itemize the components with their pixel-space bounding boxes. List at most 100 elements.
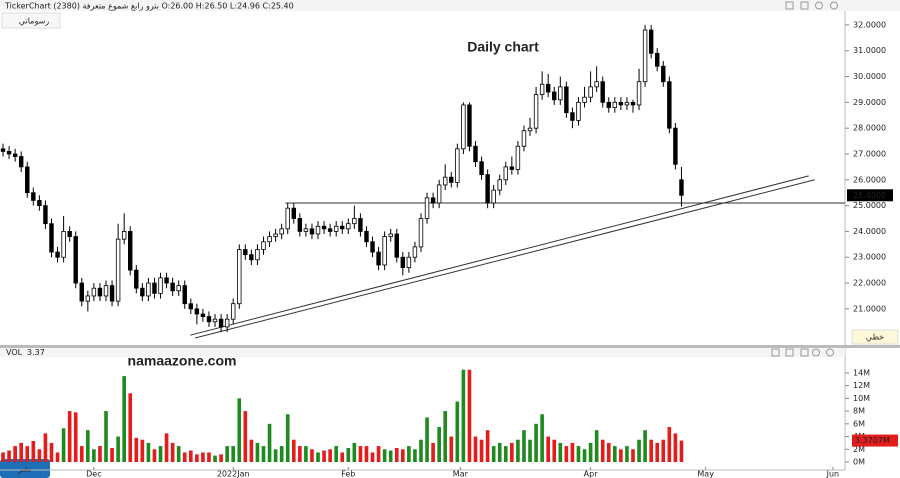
candle-body <box>673 127 678 165</box>
y-tick-label: 27.0000 <box>853 149 886 158</box>
volume-bar <box>195 454 199 462</box>
volume-bar <box>128 393 133 462</box>
volume-bar <box>510 442 514 462</box>
candle-body <box>400 256 406 268</box>
x-tick-label: Apr <box>584 470 599 478</box>
candle-body <box>539 83 545 96</box>
icon[interactable] <box>771 348 780 357</box>
volume-bar <box>322 450 326 462</box>
last-volume-box <box>852 434 898 447</box>
candle-body <box>509 166 515 170</box>
volume-bar <box>576 446 581 462</box>
volume-bar <box>146 442 151 462</box>
candle-body <box>12 153 18 157</box>
candle-body <box>31 192 36 201</box>
drawings-button[interactable] <box>1 12 61 29</box>
volume-bar <box>364 446 369 462</box>
candle-body <box>309 228 315 235</box>
candle-body <box>600 81 605 103</box>
header-bar <box>0 0 900 11</box>
icon[interactable] <box>785 1 794 10</box>
volume-icons <box>771 348 834 357</box>
volume-bar <box>279 446 284 462</box>
candle-body <box>55 251 60 258</box>
volume-bar <box>594 430 599 462</box>
candle-body <box>655 52 660 67</box>
candle-body <box>582 96 587 103</box>
volume-bar <box>67 411 72 462</box>
candle-body <box>382 236 387 266</box>
candle-body <box>182 285 187 305</box>
volume-bar <box>449 436 454 462</box>
x-tick-label: Jun <box>826 470 840 478</box>
volume-bar <box>485 430 490 462</box>
volume-value: 3.37 <box>27 348 45 357</box>
volume-bar <box>503 446 508 462</box>
volume-bar <box>370 452 375 462</box>
volume-tick-label: 2M <box>853 445 865 454</box>
candle-body <box>473 145 478 163</box>
candle-body <box>170 282 175 292</box>
x-tick-label: May <box>697 470 714 478</box>
candle-body <box>515 145 521 170</box>
candle-body <box>388 233 393 237</box>
candle-body <box>588 86 593 98</box>
icon[interactable] <box>812 348 820 357</box>
volume-bar <box>231 446 236 462</box>
share-label: نشر <box>17 465 32 474</box>
share-button[interactable] <box>0 459 50 478</box>
candle-body <box>491 189 496 204</box>
candle-body <box>0 148 6 152</box>
candle-body <box>558 86 563 101</box>
icon[interactable] <box>785 348 794 357</box>
candle-body <box>206 316 212 323</box>
volume-bar <box>298 446 302 462</box>
volume-bar <box>473 436 478 462</box>
volume-bar <box>394 448 399 462</box>
volume-bar <box>413 449 417 462</box>
x-tick-label: Dec <box>86 470 101 478</box>
candle-body <box>467 104 472 147</box>
volume-bar <box>79 446 84 462</box>
candle-body <box>249 254 254 261</box>
volume-bar <box>291 439 296 462</box>
volume-bar <box>376 446 381 462</box>
volume-bar <box>310 449 314 462</box>
volume-bar <box>491 446 496 462</box>
volume-bar <box>152 449 157 462</box>
y-tick-label: 22.0000 <box>853 279 886 288</box>
candle-body <box>109 285 115 302</box>
volume-bar <box>443 411 448 462</box>
candle-body <box>73 236 78 284</box>
icon[interactable] <box>815 1 823 10</box>
line-button[interactable] <box>851 329 899 345</box>
icon[interactable] <box>826 348 834 357</box>
candle-body <box>224 318 230 328</box>
volume-bar <box>540 414 544 462</box>
y-tick-label: 29.0000 <box>853 98 886 107</box>
candle-body <box>43 205 48 225</box>
candle-body <box>418 218 424 248</box>
icon[interactable] <box>800 348 809 357</box>
icon[interactable] <box>830 1 838 10</box>
volume-bar <box>43 433 48 462</box>
volume-bar <box>346 448 351 462</box>
candle-body <box>152 282 157 294</box>
candle-body <box>243 249 248 256</box>
volume-bar <box>134 437 139 462</box>
volume-bar <box>273 449 278 462</box>
volume-bar <box>637 439 641 462</box>
icon[interactable] <box>800 1 809 10</box>
candle-body <box>358 218 363 232</box>
y-tick-label: 23.0000 <box>853 253 886 262</box>
candle-body <box>212 318 218 323</box>
window-icons <box>785 1 838 10</box>
candle-body <box>273 233 278 237</box>
candle-body <box>200 313 206 318</box>
volume-tick-label: 10M <box>853 394 870 403</box>
volume-bar <box>73 412 78 462</box>
candle-body <box>140 287 145 297</box>
volume-bar <box>92 449 96 462</box>
volume-bar <box>497 442 502 462</box>
